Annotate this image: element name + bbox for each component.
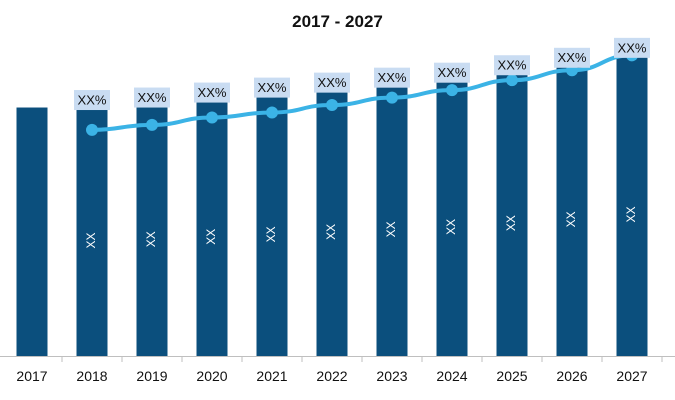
bar-2026 [556, 62, 588, 357]
bar-2024 [436, 77, 468, 357]
x-tick-label-2027: 2027 [616, 368, 647, 384]
line-point-2023 [386, 91, 398, 104]
line-label-box [374, 67, 410, 88]
x-tick-label-2023: 2023 [376, 368, 407, 384]
line-label-box [494, 55, 530, 76]
bar-data-label: XX [504, 215, 518, 231]
x-tick-label-2021: 2021 [256, 368, 287, 384]
line-data-label: XX% [618, 40, 647, 55]
bar-2017 [16, 107, 48, 356]
bar-2027 [616, 52, 648, 357]
line-data-label: XX% [78, 92, 107, 107]
line-data-label: XX% [378, 70, 407, 85]
bar-2019 [136, 102, 168, 356]
line-point-2018 [86, 123, 98, 136]
x-tick-label-2022: 2022 [316, 368, 347, 384]
bar-2020 [196, 97, 228, 357]
x-tick-label-2026: 2026 [556, 368, 587, 384]
line-point-2021 [266, 106, 278, 119]
x-tick-label-2019: 2019 [136, 368, 167, 384]
bar-2018 [76, 105, 108, 356]
line-point-2024 [446, 84, 458, 97]
line-data-label: XX% [498, 58, 527, 73]
line-label-box [194, 82, 230, 103]
bar-2022 [316, 87, 348, 357]
line-data-label: XX% [138, 90, 167, 105]
line-label-box [134, 87, 170, 108]
x-tick-label-2025: 2025 [496, 368, 527, 384]
line-label-box [554, 47, 590, 68]
bar-2025 [496, 70, 528, 356]
x-tick-label-2017: 2017 [16, 368, 47, 384]
bar-data-label: XX [564, 211, 578, 227]
bar-data-label: XX [444, 219, 458, 235]
growth-line [90, 53, 634, 132]
line-label-box [434, 62, 470, 83]
line-data-label: XX% [198, 85, 227, 100]
x-tick-label-2024: 2024 [436, 368, 467, 384]
bar-data-label: XX [144, 231, 158, 247]
line-point-2025 [506, 74, 518, 87]
x-tick-label-2018: 2018 [76, 368, 107, 384]
line-data-label: XX% [318, 75, 347, 90]
line-label-box [314, 72, 350, 93]
line-label-box [74, 90, 110, 111]
bar-2023 [376, 82, 408, 357]
bar-data-label: XX [264, 226, 278, 242]
line-label-box [614, 37, 650, 58]
bar-data-label: XX [384, 221, 398, 237]
bar-data-label: XX [624, 206, 638, 222]
line-point-2019 [146, 118, 158, 131]
x-tick-label-2020: 2020 [196, 368, 227, 384]
line-data-label: XX% [438, 65, 467, 80]
line-data-label: XX% [258, 80, 287, 95]
line-point-2020 [206, 111, 218, 124]
line-data-label: XX% [558, 50, 587, 65]
line-label-box [254, 77, 290, 98]
bar-data-label: XX [204, 229, 218, 245]
bar-2021 [256, 92, 288, 356]
bar-data-label: XX [84, 233, 98, 249]
chart-title: 2017 - 2027 [292, 12, 383, 31]
bar-data-label: XX [324, 224, 338, 240]
line-point-2022 [326, 99, 338, 112]
